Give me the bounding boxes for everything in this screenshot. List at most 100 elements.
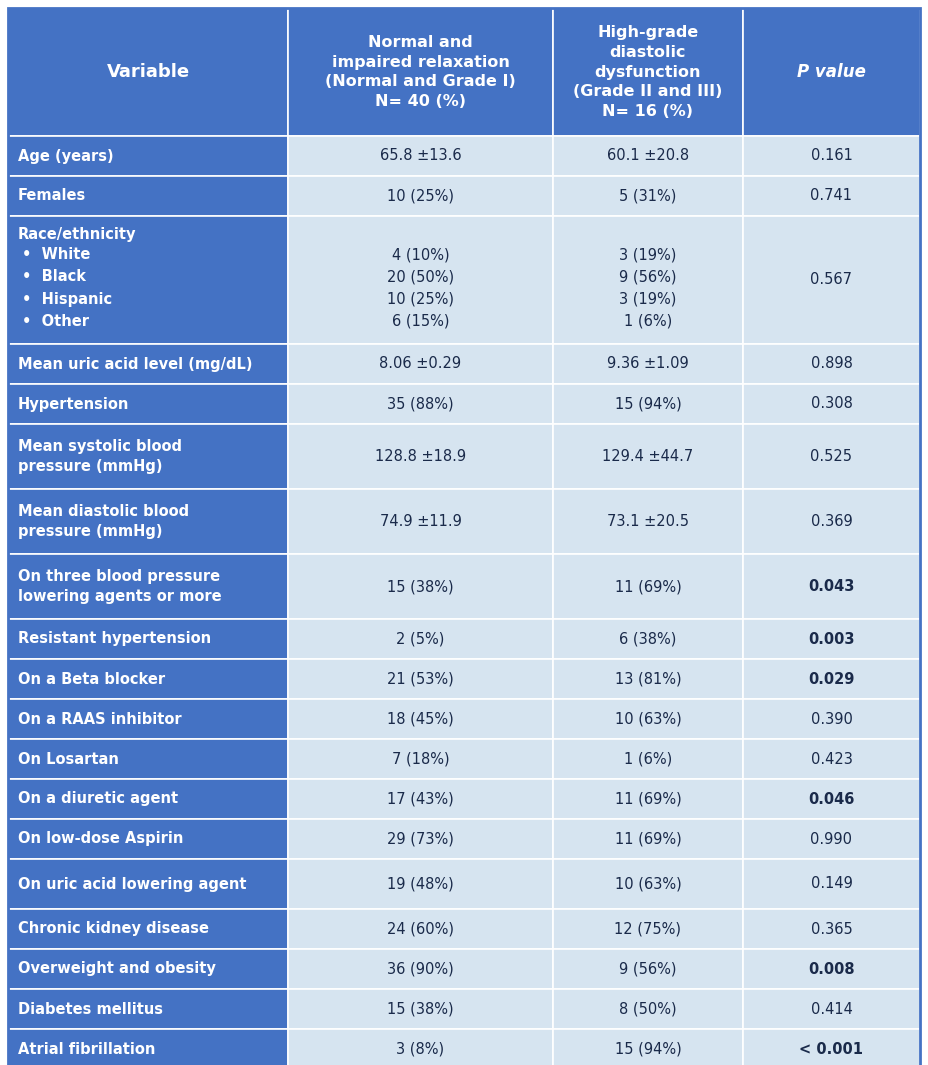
Bar bbox=[552, 489, 742, 554]
Text: 0.898: 0.898 bbox=[810, 357, 852, 372]
Bar bbox=[742, 819, 919, 859]
Bar bbox=[742, 216, 919, 344]
Text: 11 (69%): 11 (69%) bbox=[614, 791, 680, 806]
Text: 11 (69%): 11 (69%) bbox=[614, 579, 680, 594]
Text: On low-dose Aspirin: On low-dose Aspirin bbox=[18, 832, 183, 847]
Text: 1 (6%): 1 (6%) bbox=[624, 752, 671, 767]
Bar bbox=[742, 344, 919, 384]
Text: 0.525: 0.525 bbox=[809, 449, 852, 464]
Bar bbox=[8, 859, 288, 910]
Bar bbox=[742, 384, 919, 424]
Bar bbox=[552, 424, 742, 489]
Bar bbox=[288, 489, 552, 554]
Text: Age (years): Age (years) bbox=[18, 148, 113, 164]
Text: 10 (25%): 10 (25%) bbox=[387, 189, 454, 203]
Bar bbox=[552, 554, 742, 619]
Bar bbox=[8, 384, 288, 424]
Bar bbox=[288, 910, 552, 949]
Bar bbox=[742, 989, 919, 1029]
Bar bbox=[8, 699, 288, 739]
Text: 2 (5%): 2 (5%) bbox=[396, 632, 445, 646]
Text: 9.36 ±1.09: 9.36 ±1.09 bbox=[607, 357, 689, 372]
Bar bbox=[742, 659, 919, 699]
Text: 60.1 ±20.8: 60.1 ±20.8 bbox=[606, 148, 689, 164]
Text: •  Other: • Other bbox=[22, 314, 89, 329]
Bar bbox=[552, 9, 742, 136]
Text: •  Hispanic: • Hispanic bbox=[22, 292, 112, 307]
Text: 8.06 ±0.29: 8.06 ±0.29 bbox=[379, 357, 461, 372]
Bar bbox=[8, 216, 288, 344]
Text: 10 (63%): 10 (63%) bbox=[614, 876, 680, 891]
Bar bbox=[552, 819, 742, 859]
Text: 19 (48%): 19 (48%) bbox=[387, 876, 454, 891]
Text: Variable: Variable bbox=[107, 63, 189, 81]
Text: 6 (38%): 6 (38%) bbox=[619, 632, 676, 646]
Bar bbox=[742, 554, 919, 619]
Bar bbox=[552, 779, 742, 819]
Bar bbox=[288, 9, 552, 136]
Bar bbox=[288, 619, 552, 659]
Text: 9 (56%): 9 (56%) bbox=[619, 962, 676, 977]
Bar bbox=[8, 989, 288, 1029]
Bar bbox=[8, 819, 288, 859]
Bar bbox=[742, 136, 919, 176]
Text: < 0.001: < 0.001 bbox=[799, 1042, 862, 1056]
Text: 73.1 ±20.5: 73.1 ±20.5 bbox=[606, 514, 689, 529]
Text: 15 (94%): 15 (94%) bbox=[614, 396, 680, 411]
Bar bbox=[8, 136, 288, 176]
Text: 21 (53%): 21 (53%) bbox=[387, 672, 454, 687]
Bar bbox=[288, 344, 552, 384]
Bar bbox=[288, 176, 552, 216]
Text: Mean uric acid level (mg/dL): Mean uric acid level (mg/dL) bbox=[18, 357, 252, 372]
Bar bbox=[8, 619, 288, 659]
Text: 11 (69%): 11 (69%) bbox=[614, 832, 680, 847]
Bar bbox=[8, 489, 288, 554]
Text: 0.365: 0.365 bbox=[810, 921, 852, 936]
Text: •  Black: • Black bbox=[22, 269, 86, 284]
Text: 0.369: 0.369 bbox=[810, 514, 852, 529]
Text: 29 (73%): 29 (73%) bbox=[387, 832, 454, 847]
Text: 35 (88%): 35 (88%) bbox=[387, 396, 453, 411]
Bar bbox=[742, 176, 919, 216]
Bar bbox=[8, 1029, 288, 1065]
Bar bbox=[288, 779, 552, 819]
Bar bbox=[288, 136, 552, 176]
Text: 10 (25%): 10 (25%) bbox=[387, 292, 454, 307]
Text: 0.308: 0.308 bbox=[810, 396, 852, 411]
Bar bbox=[8, 176, 288, 216]
Bar bbox=[8, 424, 288, 489]
Text: On three blood pressure
lowering agents or more: On three blood pressure lowering agents … bbox=[18, 570, 222, 604]
Bar bbox=[552, 136, 742, 176]
Bar bbox=[742, 9, 919, 136]
Text: 24 (60%): 24 (60%) bbox=[387, 921, 454, 936]
Bar bbox=[742, 739, 919, 779]
Bar bbox=[288, 659, 552, 699]
Bar bbox=[288, 216, 552, 344]
Text: High-grade
diastolic
dysfunction
(Grade II and III)
N= 16 (%): High-grade diastolic dysfunction (Grade … bbox=[573, 24, 722, 119]
Bar bbox=[552, 949, 742, 989]
Text: 0.161: 0.161 bbox=[810, 148, 852, 164]
Bar bbox=[552, 216, 742, 344]
Text: 3 (8%): 3 (8%) bbox=[396, 1042, 445, 1056]
Bar bbox=[552, 989, 742, 1029]
Text: 12 (75%): 12 (75%) bbox=[613, 921, 681, 936]
Text: On uric acid lowering agent: On uric acid lowering agent bbox=[18, 876, 246, 891]
Bar bbox=[288, 949, 552, 989]
Text: 0.423: 0.423 bbox=[810, 752, 852, 767]
Text: 3 (19%): 3 (19%) bbox=[619, 247, 676, 262]
Bar bbox=[288, 819, 552, 859]
Bar bbox=[742, 1029, 919, 1065]
Bar bbox=[288, 739, 552, 779]
Text: •  White: • White bbox=[22, 247, 90, 262]
Bar bbox=[552, 910, 742, 949]
Text: 0.741: 0.741 bbox=[809, 189, 852, 203]
Text: Chronic kidney disease: Chronic kidney disease bbox=[18, 921, 209, 936]
Text: 15 (94%): 15 (94%) bbox=[614, 1042, 680, 1056]
Bar bbox=[742, 424, 919, 489]
Bar bbox=[552, 384, 742, 424]
Bar bbox=[742, 910, 919, 949]
Text: 129.4 ±44.7: 129.4 ±44.7 bbox=[601, 449, 693, 464]
Bar bbox=[552, 699, 742, 739]
Bar bbox=[288, 554, 552, 619]
Text: Overweight and obesity: Overweight and obesity bbox=[18, 962, 215, 977]
